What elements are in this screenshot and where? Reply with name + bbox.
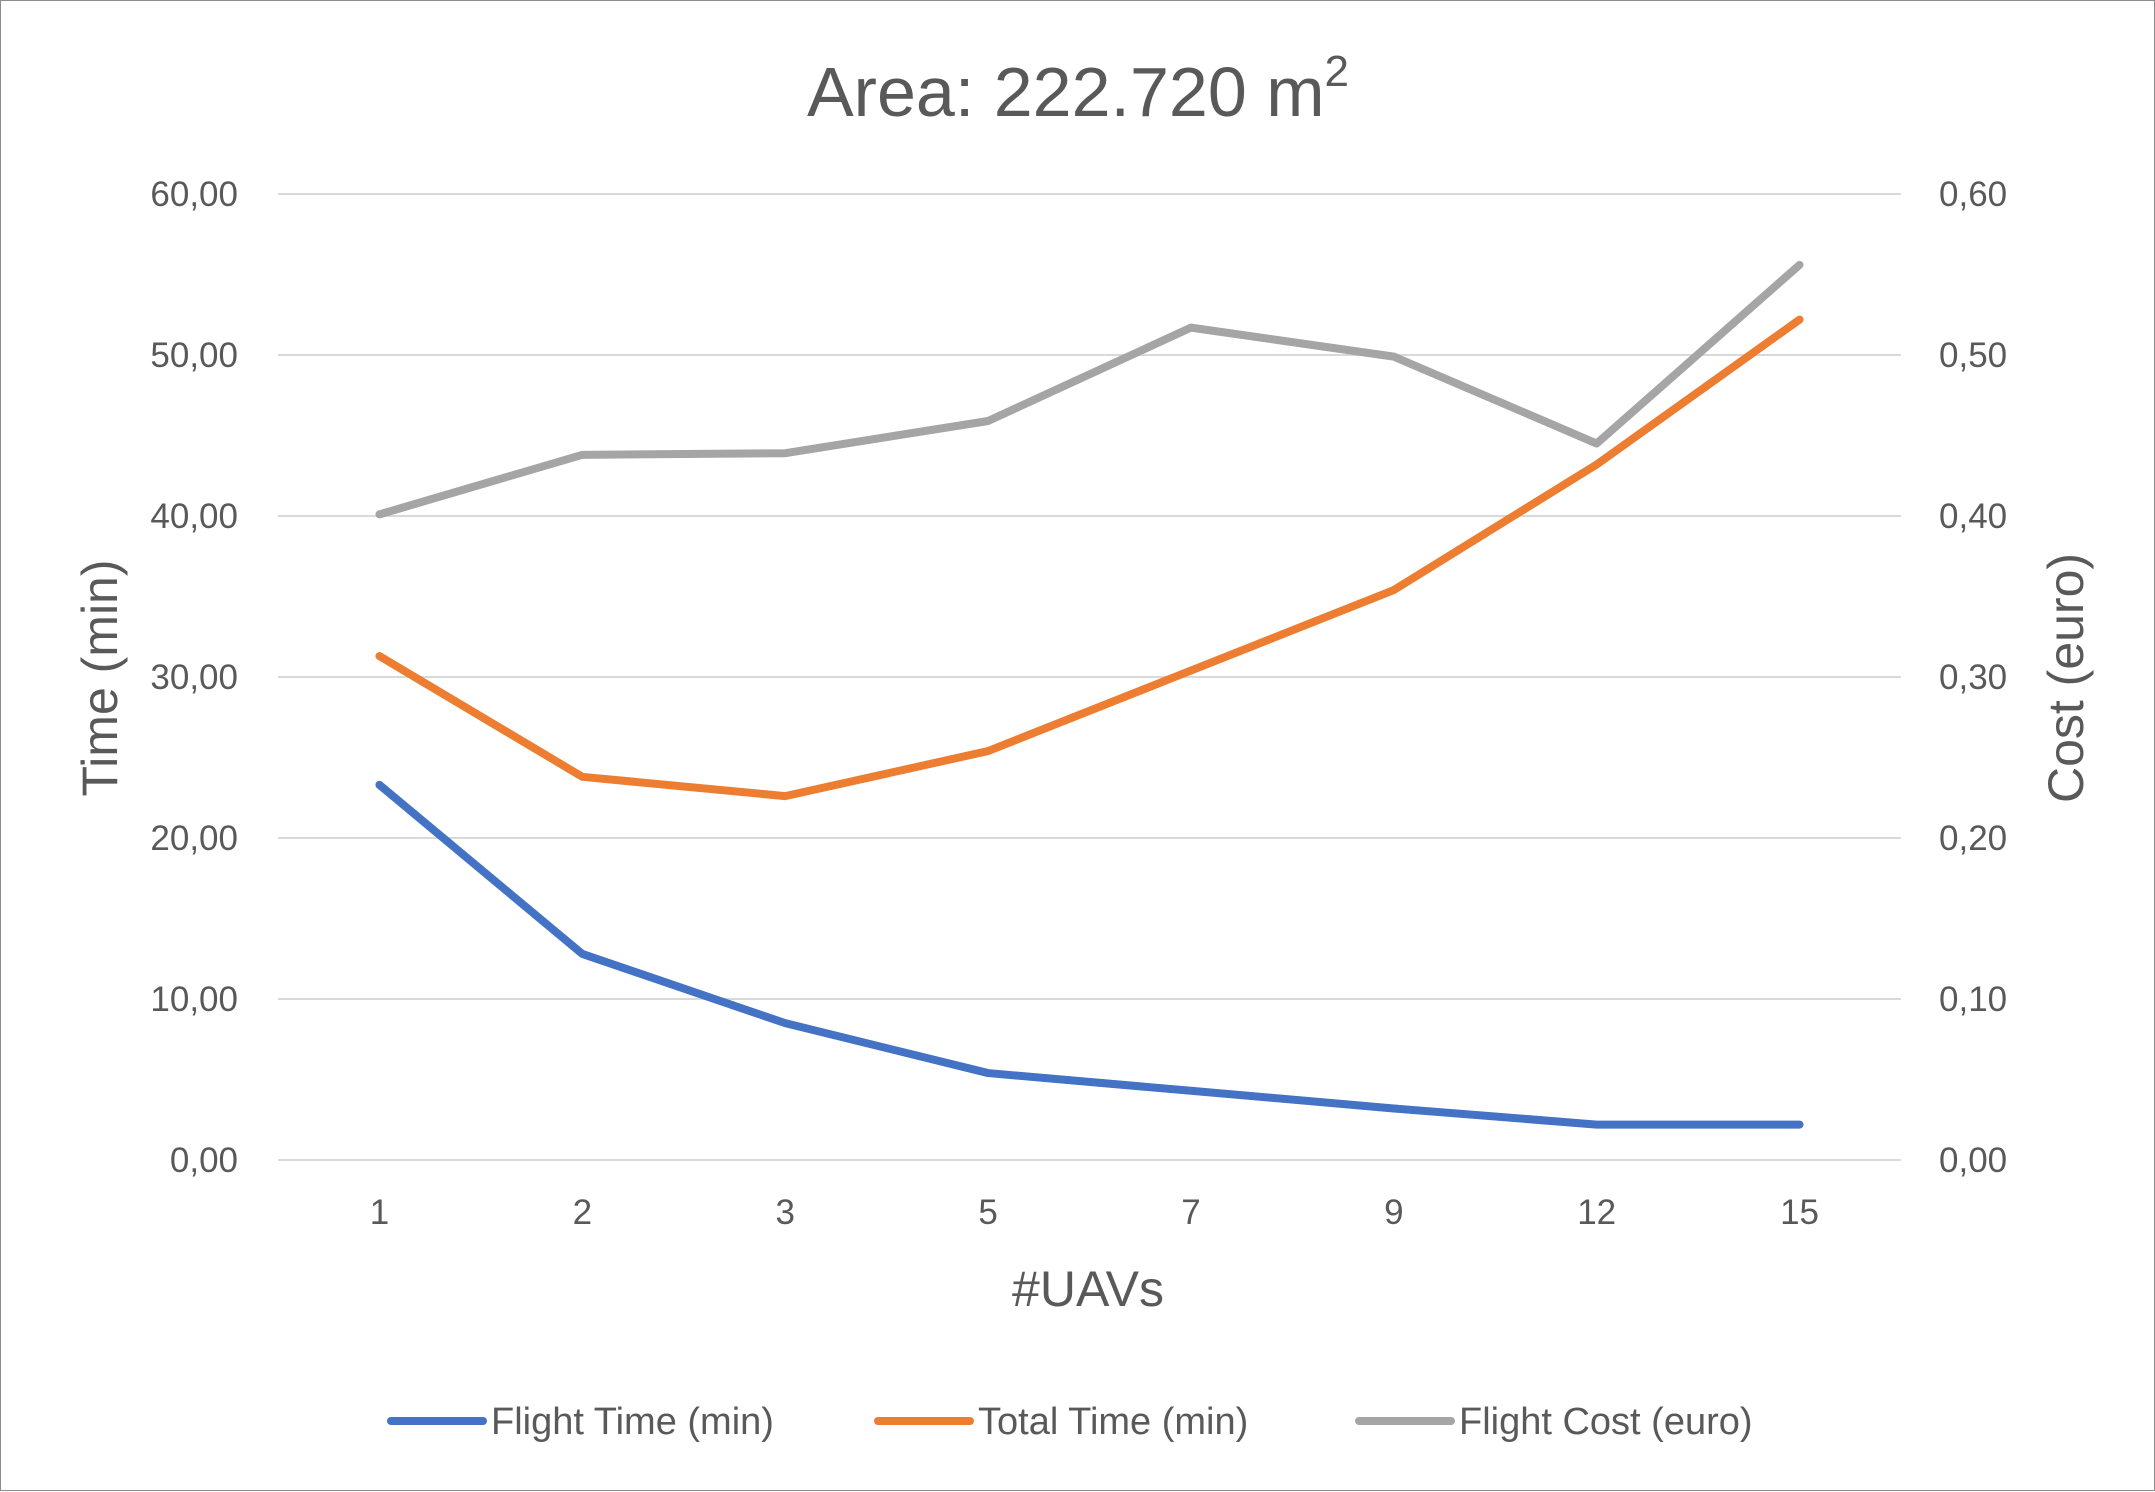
right-axis-title: Cost (euro) [2038,553,2094,803]
left-tick-label: 10,00 [150,980,238,1019]
series-lines [375,260,1804,1129]
x-tick-label: 9 [1384,1193,1403,1232]
right-tick-label: 0,40 [1939,497,2007,536]
chart-title-text: Area: 222.720 m [807,53,1325,131]
x-axis-title: #UAVs [1012,1261,1164,1317]
x-tick-label: 15 [1780,1193,1819,1232]
right-axis-ticks: 0,00 0,10 0,20 0,30 0,40 0,50 0,60 [1939,175,2007,1180]
left-axis-title: Time (min) [72,559,128,796]
x-tick-label: 7 [1181,1193,1200,1232]
right-tick-label: 0,20 [1939,819,2007,858]
left-tick-label: 30,00 [150,658,238,697]
right-tick-label: 0,00 [1939,1141,2007,1180]
series-line-total-time-min [375,315,1804,801]
legend-label: Total Time (min) [978,1401,1248,1443]
legend: Flight Time (min) Total Time (min) Flight … [387,1401,1753,1443]
right-tick-label: 0,60 [1939,175,2007,214]
left-tick-label: 60,00 [150,175,238,214]
left-tick-label: 20,00 [150,819,238,858]
left-tick-label: 50,00 [150,336,238,375]
left-tick-label: 0,00 [170,1141,238,1180]
gridlines [278,193,1901,1161]
series-line-flight-time-min [375,780,1804,1129]
right-tick-label: 0,30 [1939,658,2007,697]
right-tick-label: 0,10 [1939,980,2007,1019]
chart-title-superscript: 2 [1325,47,1349,96]
left-tick-label: 40,00 [150,497,238,536]
x-tick-label: 5 [978,1193,997,1232]
x-tick-label: 3 [775,1193,794,1232]
series-line-flight-cost-euro [375,260,1804,519]
x-tick-label: 2 [573,1193,592,1232]
chart-title: Area: 222.720 m2 [807,47,1349,131]
legend-label: Flight Cost (euro) [1459,1401,1753,1443]
x-tick-label: 1 [370,1193,389,1232]
right-tick-label: 0,50 [1939,336,2007,375]
left-axis-ticks: 0,00 10,00 20,00 30,00 40,00 50,00 60,00 [150,175,238,1180]
legend-label: Flight Time (min) [491,1401,774,1443]
x-tick-label: 12 [1577,1193,1616,1232]
x-axis-ticks: 1 2 3 5 7 9 12 15 [370,1193,1819,1232]
